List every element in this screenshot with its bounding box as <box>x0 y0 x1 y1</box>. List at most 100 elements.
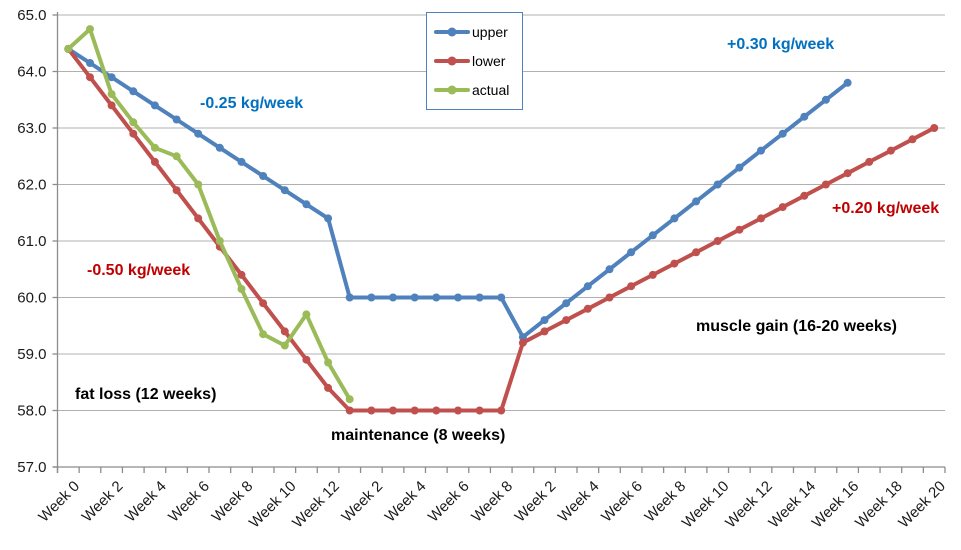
x-axis-label: Week 6 <box>165 478 213 526</box>
annotation-phase-fat-loss: fat loss (12 weeks) <box>75 386 217 403</box>
series-upper-point <box>86 59 94 67</box>
series-upper-point <box>778 129 787 138</box>
annotation-upper-loss-rate: -0.25 kg/week <box>200 95 304 112</box>
y-axis-label: 65.0 <box>17 7 46 24</box>
series-lower-point <box>324 383 333 392</box>
series-upper-point <box>605 265 614 274</box>
legend-item-upper[interactable]: upper <box>434 24 518 40</box>
series-lower-point <box>562 316 571 325</box>
series-upper-point <box>735 163 744 172</box>
series-upper-point <box>843 78 852 87</box>
x-axis-label: Week 4 <box>555 478 603 526</box>
series-lower-point <box>454 406 462 415</box>
series-upper-point <box>692 197 701 206</box>
y-axis-label: 64.0 <box>17 64 46 81</box>
series-upper-point <box>367 293 376 302</box>
x-axis-label: Week 18 <box>852 478 906 532</box>
series-lower-point <box>735 225 744 234</box>
x-axis-label: Week 2 <box>512 478 560 526</box>
series-lower-point <box>432 406 441 415</box>
series-lower-point <box>367 406 376 415</box>
legend-line-swatch-actual <box>434 85 470 95</box>
legend-item-actual[interactable]: actual <box>434 82 518 98</box>
series-lower-point <box>86 73 94 82</box>
legend-label-lower: lower <box>472 52 506 69</box>
series-lower-point <box>518 338 527 347</box>
series-lower-point <box>843 169 852 178</box>
series-lower-point <box>410 406 419 415</box>
series-upper-point <box>129 87 138 96</box>
series-actual-point <box>215 237 224 245</box>
y-axis-label: 62.0 <box>17 177 46 194</box>
series-lower-point <box>757 214 765 223</box>
series-upper-point <box>497 293 506 302</box>
series-actual-point <box>150 143 159 152</box>
annotation-phase-muscle-gain: muscle gain (16-20 weeks) <box>696 318 897 335</box>
series-upper-point <box>475 293 484 302</box>
series-lower-point <box>259 299 268 308</box>
series-upper-point <box>172 115 181 124</box>
series-actual-point <box>280 341 289 350</box>
series-upper-point <box>800 112 809 121</box>
annotation-lower-loss-rate: -0.50 kg/week <box>87 262 191 279</box>
x-axis-label: Week 4 <box>382 478 430 526</box>
series-lower-point <box>713 237 722 245</box>
x-axis-label: Week 2 <box>338 478 386 526</box>
x-axis-label: Week 12 <box>289 478 343 532</box>
annotation-upper-gain-rate: +0.30 kg/week <box>727 36 835 53</box>
series-actual-point <box>259 330 268 339</box>
series-upper-point <box>670 214 679 223</box>
series-lower-point <box>389 406 397 415</box>
series-lower-point <box>908 135 917 144</box>
series-actual-point <box>237 285 246 293</box>
series-lower-point <box>107 101 116 110</box>
series-lower-point <box>345 406 354 415</box>
y-axis-label: 60.0 <box>17 290 46 307</box>
series-lower-point <box>930 124 939 132</box>
series-upper-point <box>454 293 462 302</box>
series-upper-point <box>821 95 830 104</box>
x-axis-label: Week 12 <box>722 478 776 532</box>
series-actual-point <box>324 358 333 367</box>
series-upper-point <box>648 231 657 240</box>
series-upper-point <box>107 73 116 82</box>
annotation-phase-maintenance: maintenance (8 weeks) <box>331 427 506 444</box>
series-actual-point <box>345 395 354 404</box>
series-actual-point <box>86 25 94 34</box>
series-actual-point <box>302 310 311 319</box>
series-upper-point <box>583 282 592 291</box>
series-lower-point <box>648 270 657 279</box>
legend-label-upper: upper <box>472 24 508 41</box>
series-lower-point <box>670 259 679 268</box>
series-upper-point <box>518 333 527 342</box>
series-lower-point <box>497 406 506 415</box>
series-upper-point <box>627 248 636 257</box>
series-lower-point <box>280 327 289 336</box>
series-upper-point <box>410 293 419 302</box>
x-axis-label: Week 10 <box>679 478 733 532</box>
series-upper-point <box>194 129 203 138</box>
x-axis-label: Week 16 <box>809 478 863 532</box>
x-axis-label: Week 20 <box>895 478 949 532</box>
legend-item-lower[interactable]: lower <box>434 53 518 69</box>
x-axis-label: Week 14 <box>765 478 819 532</box>
series-lower-point <box>627 282 636 291</box>
x-axis-label: Week 2 <box>79 478 127 526</box>
series-lower-point <box>129 129 138 138</box>
y-axis-label: 58.0 <box>17 403 46 420</box>
y-axis-label: 63.0 <box>17 120 46 137</box>
series-upper-point <box>432 293 441 302</box>
series-lower-point <box>237 270 246 279</box>
series-lower-point <box>605 293 614 302</box>
series-upper-point <box>280 186 289 195</box>
series-actual-point <box>107 90 116 99</box>
series-lower-point <box>172 186 181 195</box>
x-axis-label: Week 4 <box>122 478 170 526</box>
x-axis-label: Week 6 <box>425 478 473 526</box>
series-lower-point <box>194 214 203 223</box>
y-axis-label: 61.0 <box>17 233 46 250</box>
series-lower-point <box>886 146 895 155</box>
annotation-lower-gain-rate: +0.20 kg/week <box>832 200 940 217</box>
series-lower-point <box>692 248 701 257</box>
